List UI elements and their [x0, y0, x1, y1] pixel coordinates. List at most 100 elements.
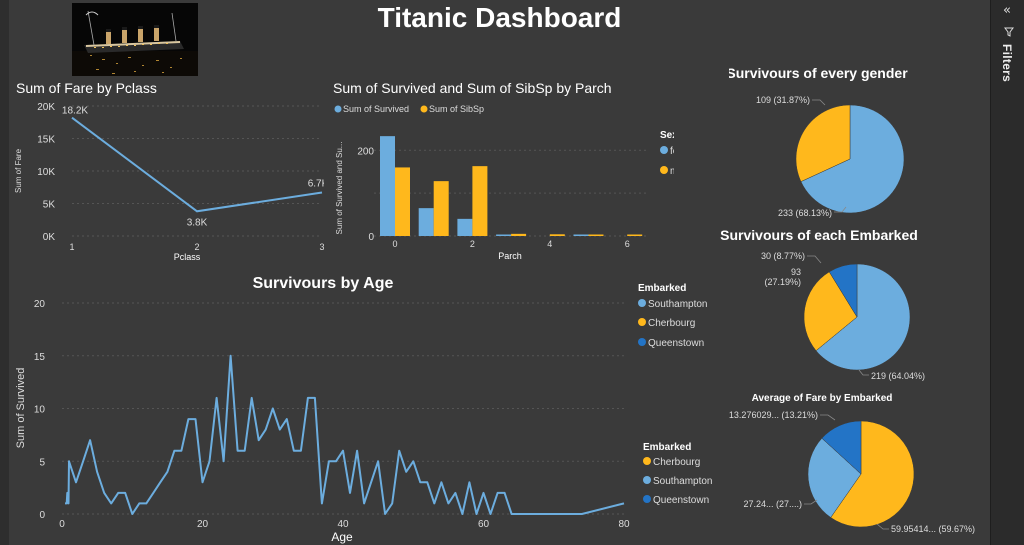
gender-pie-slice-male[interactable]: [795, 104, 851, 182]
fare-data-label: 6.7K: [308, 178, 324, 189]
gender-pie-title: Survivours of every gender: [729, 65, 908, 81]
survived-bar[interactable]: [418, 208, 434, 236]
parch-x-tick: 4: [547, 239, 552, 249]
embarked-pie-title: Survivours of each Embarked: [720, 227, 918, 243]
legend-label-female: female: [670, 146, 674, 157]
sex-legend-title: Sex: [660, 130, 674, 141]
filters-pane-label: Filters: [1000, 44, 1014, 83]
legend-swatch-male: [660, 166, 668, 174]
embarked-pie-label-queenstown: 30 (8.77%): [761, 251, 805, 261]
legend-swatch-southampton: [638, 299, 646, 307]
legend-label-cherbourg-fare: Cherbourg: [653, 457, 700, 468]
embarked-legend-fare: Embarked Cherbourg Southampton Queenstow…: [643, 442, 713, 506]
filters-pane[interactable]: « Filters: [990, 0, 1024, 545]
embarked-pie-slice-southampton[interactable]: [815, 263, 911, 371]
legend-label-cherbourg: Cherbourg: [648, 318, 695, 329]
survived-bar[interactable]: [457, 218, 473, 236]
legend-swatch-cherbourg-fare: [643, 457, 651, 465]
sibsp-bar[interactable]: [433, 181, 449, 236]
legend-swatch-cherbourg: [638, 318, 646, 326]
age-y-axis-label: Sum of Survived: [15, 368, 27, 449]
embarked-pie-label-southampton: 219 (64.04%): [871, 371, 925, 381]
age-y-tick: 15: [34, 352, 46, 363]
legend-label-survived: Sum of Survived: [343, 104, 409, 114]
fare-pie-slice-southampton[interactable]: [807, 437, 862, 518]
sex-legend: Sex female male: [660, 130, 674, 177]
gender-pie-chart: Survivours of every gender 109 (31.87%) …: [729, 65, 908, 218]
embarked-pie-label-cherbourg-count: 93: [791, 267, 801, 277]
report-canvas: Titanic Dashboard: [9, 0, 990, 545]
embarked-pie-slice-queenstown[interactable]: [828, 263, 858, 318]
age-x-tick: 20: [197, 519, 209, 530]
fare-y-tick: 5K: [43, 200, 56, 211]
age-x-tick: 40: [337, 519, 349, 530]
funnel-icon: [1004, 27, 1014, 37]
double-chevron-left-icon[interactable]: «: [1003, 3, 1011, 18]
gender-pie-label-male: 109 (31.87%): [756, 95, 810, 105]
age-chart-title: Survivours by Age: [253, 275, 394, 292]
legend-label-queenstown-fare: Queenstown: [653, 495, 709, 506]
parch-y-axis-label: Sum of Survived and Su...: [335, 142, 344, 235]
age-series-line: [65, 354, 625, 515]
fare-chart-title: Sum of Fare by Pclass: [16, 80, 157, 96]
fare-pie-label-cherbourg: 59.95414... (59.67%): [891, 524, 975, 534]
legend-swatch-southampton-fare: [643, 476, 651, 484]
legend-label-male: male: [670, 166, 674, 177]
embarked-pie-slice-cherbourg[interactable]: [803, 271, 858, 352]
parch-x-tick: 2: [470, 239, 475, 249]
dashboard-title: Titanic Dashboard: [377, 2, 622, 33]
sibsp-bar[interactable]: [588, 234, 604, 237]
survived-bar[interactable]: [573, 234, 589, 237]
legend-swatch-sibsp: [420, 105, 428, 113]
legend-label-sibsp: Sum of SibSp: [429, 104, 484, 114]
age-y-tick: 20: [34, 299, 46, 310]
fare-data-label: 3.8K: [187, 217, 208, 228]
embarked-legend-title: Embarked: [638, 283, 686, 294]
fare-pie-slice-queenstown[interactable]: [821, 420, 862, 475]
sibsp-bar[interactable]: [627, 234, 643, 237]
fare-y-tick: 15K: [37, 135, 55, 146]
parch-x-tick: 0: [392, 239, 397, 249]
legend-label-southampton: Southampton: [648, 299, 708, 310]
legend-swatch-survived: [334, 105, 342, 113]
sibsp-bar[interactable]: [511, 233, 527, 236]
fare-pie-label-southampton: 27.24... (27....): [743, 499, 802, 509]
fare-x-tick: 3: [319, 242, 324, 252]
legend-label-queenstown: Queenstown: [648, 338, 704, 349]
embarked-pie-label-cherbourg-pct: (27.19%): [764, 277, 801, 287]
parch-x-tick: 6: [625, 239, 630, 249]
titanic-ship-photo: [72, 3, 198, 76]
age-x-tick: 0: [59, 519, 65, 530]
parch-y-tick: 0: [368, 232, 374, 243]
fare-x-axis-label: Pclass: [174, 252, 201, 262]
fare-y-tick: 10K: [37, 167, 55, 178]
parch-chart-title: Sum of Survived and Sum of SibSp by Parc…: [333, 80, 612, 96]
age-y-tick: 0: [39, 510, 45, 521]
fare-x-tick: 2: [194, 242, 199, 252]
legend-swatch-female: [660, 146, 668, 154]
age-y-tick: 10: [34, 405, 46, 416]
fare-y-tick: 0K: [43, 232, 56, 243]
fare-x-tick: 1: [69, 242, 74, 252]
age-x-tick: 80: [618, 519, 630, 530]
fare-data-label: 18.2K: [62, 106, 88, 117]
age-x-axis-label: Age: [331, 530, 353, 544]
legend-swatch-queenstown: [638, 338, 646, 346]
sibsp-bar[interactable]: [472, 166, 488, 236]
fare-pie-label-queenstown: 13.276029... (13.21%): [729, 410, 818, 420]
fare-y-tick: 20K: [37, 102, 55, 113]
gender-pie-slice-female[interactable]: [800, 104, 905, 214]
sibsp-bar[interactable]: [395, 167, 410, 236]
survived-bar[interactable]: [380, 136, 395, 236]
survived-bar[interactable]: [496, 234, 512, 237]
embarked-legend-survivors: Embarked Southampton Cherbourg Queenstow…: [638, 283, 708, 349]
parch-legend: Sum of Survived Sum of SibSp: [334, 104, 484, 114]
fare-embarked-pie-title: Average of Fare by Embarked: [752, 393, 893, 404]
sibsp-bar[interactable]: [549, 234, 565, 236]
fare-embarked-pie-chart: Average of Fare by Embarked 13.276029...…: [729, 393, 975, 534]
parch-x-axis-label: Parch: [498, 251, 522, 261]
legend-label-southampton-fare: Southampton: [653, 476, 713, 487]
survivors-by-age-chart: Survivours by Age 0 5 10 15 20 0 20 40 60 80 Sum…: [15, 275, 630, 544]
fare-pie-slice-cherbourg[interactable]: [830, 420, 915, 528]
